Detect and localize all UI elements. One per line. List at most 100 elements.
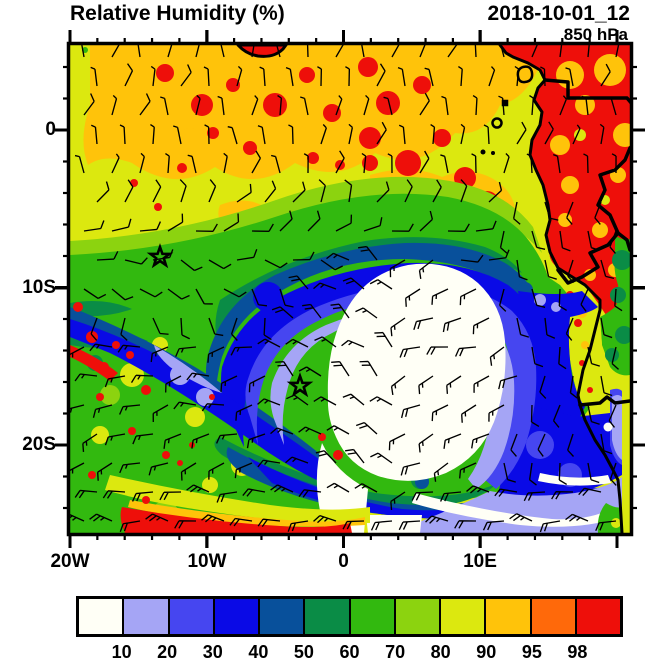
wind-barb-icon <box>70 404 85 418</box>
wind-barb-icon <box>419 210 434 232</box>
wind-barb-icon <box>540 66 546 87</box>
wind-barb-icon <box>441 95 449 116</box>
wind-barb-icon <box>165 152 170 174</box>
wind-barb-icon <box>119 124 126 145</box>
wind-barb-icon <box>270 45 281 58</box>
wind-barb-icon <box>263 317 272 341</box>
wind-barb-icon <box>236 65 243 87</box>
wind-barb-icon <box>431 404 449 422</box>
wind-barb-icon <box>516 259 528 281</box>
country-borders <box>543 78 630 407</box>
wind-barb-icon <box>130 374 154 383</box>
wind-barb-icon <box>326 252 350 261</box>
star-marker-icon <box>286 372 314 398</box>
colorbar-cell <box>441 599 487 634</box>
wind-barb-icon <box>150 346 169 363</box>
wind-barb-icon <box>335 214 353 232</box>
wind-barb-icon <box>454 346 477 357</box>
wind-barb-icon <box>398 124 406 145</box>
wind-barb-icon <box>83 220 105 232</box>
y-axis-label: 10S <box>22 277 56 298</box>
wind-barb-icon <box>539 520 561 533</box>
wind-barb-icon <box>526 153 533 174</box>
colorbar-cell <box>395 599 441 634</box>
coastline <box>236 45 624 533</box>
wind-barb-icon <box>207 346 225 363</box>
wind-barb-icon <box>551 490 574 500</box>
wind-barb-icon <box>82 433 98 453</box>
wind-barb-icon <box>558 288 567 312</box>
wind-barb-icon <box>581 95 589 116</box>
wind-barb-icon <box>271 306 294 319</box>
wind-barb-icon <box>104 433 126 446</box>
wind-barb-icon <box>470 45 477 58</box>
wind-barb-icon <box>460 123 466 145</box>
wind-barb-icon <box>83 93 95 116</box>
wind-barb-icon <box>459 462 477 479</box>
wind-barb-icon <box>559 95 567 116</box>
wind-barb-icon <box>145 513 169 522</box>
wind-barb-icon <box>303 153 309 174</box>
wind-barb-icon <box>348 123 354 145</box>
wind-barb-icon <box>250 45 256 58</box>
plot-title: Relative Humidity (%) <box>70 2 285 25</box>
wind-barb-icon <box>389 259 406 278</box>
wind-barb-icon <box>359 360 378 377</box>
star-marker-icon <box>146 243 174 269</box>
wind-barb-icon <box>180 462 197 481</box>
star-markers <box>146 243 314 398</box>
wind-barb-icon <box>167 288 190 300</box>
wind-barb-icon <box>229 517 253 527</box>
wind-barb-icon <box>208 317 224 337</box>
wind-barb-icon <box>397 67 406 87</box>
wind-barb-icon <box>615 45 621 58</box>
colorbar-label: 10 <box>111 642 132 662</box>
wind-barb-icon <box>275 361 294 377</box>
wind-barb-icon <box>326 425 350 435</box>
wind-barb-icon <box>443 433 462 449</box>
wind-barb-icon <box>537 433 546 457</box>
wind-barb-icon <box>119 404 141 415</box>
wind-barb-icon <box>292 251 315 261</box>
wind-barb-icon <box>369 279 393 290</box>
wind-barb-icon <box>287 520 309 532</box>
wind-barb-icon <box>432 179 442 203</box>
wind-barb-icon <box>499 230 508 254</box>
wind-barb-icon <box>413 317 434 331</box>
wind-barb-icon <box>611 153 617 174</box>
wind-barb-icon <box>411 491 434 501</box>
wind-barb-icon <box>369 396 393 406</box>
wind-barb-icon <box>111 94 118 116</box>
wind-barb-icon <box>257 459 281 468</box>
wind-barb-icon <box>433 462 449 482</box>
wind-barb-icon <box>159 491 182 501</box>
wind-barb-icon <box>358 245 378 261</box>
colorbar-cell <box>214 599 260 634</box>
wind-barb-icon <box>236 183 252 203</box>
wind-barb-icon <box>514 65 520 87</box>
wind-barb-icon <box>317 66 323 87</box>
wind-barb-icon <box>83 288 107 299</box>
wind-barb-icon <box>531 230 546 250</box>
wind-barb-icon <box>288 124 294 145</box>
wind-barb-icon <box>342 520 365 530</box>
wind-barb-icon <box>483 124 490 145</box>
wind-barb-icon <box>558 45 563 58</box>
wind-barb-icon <box>111 218 132 232</box>
wind-barb-icon <box>173 401 197 410</box>
colorbar-label: 50 <box>293 642 314 662</box>
wind-barb-icon <box>335 45 346 58</box>
wind-barb-icon <box>418 375 434 395</box>
wind-barb-icon <box>152 404 169 423</box>
wind-barb-icon <box>539 375 547 399</box>
colorbar-cell <box>350 599 396 634</box>
wind-barb-icon <box>355 307 378 319</box>
wind-barb-icon <box>390 375 406 396</box>
wind-barb-icon <box>523 491 546 502</box>
wind-barb-icon <box>498 375 518 390</box>
wind-barb-icon <box>566 201 574 225</box>
y-axis-label: 0 <box>45 119 56 140</box>
wind-barb-icon <box>313 282 337 290</box>
wind-barb-icon <box>208 259 232 270</box>
wind-barb-icon <box>313 396 337 406</box>
